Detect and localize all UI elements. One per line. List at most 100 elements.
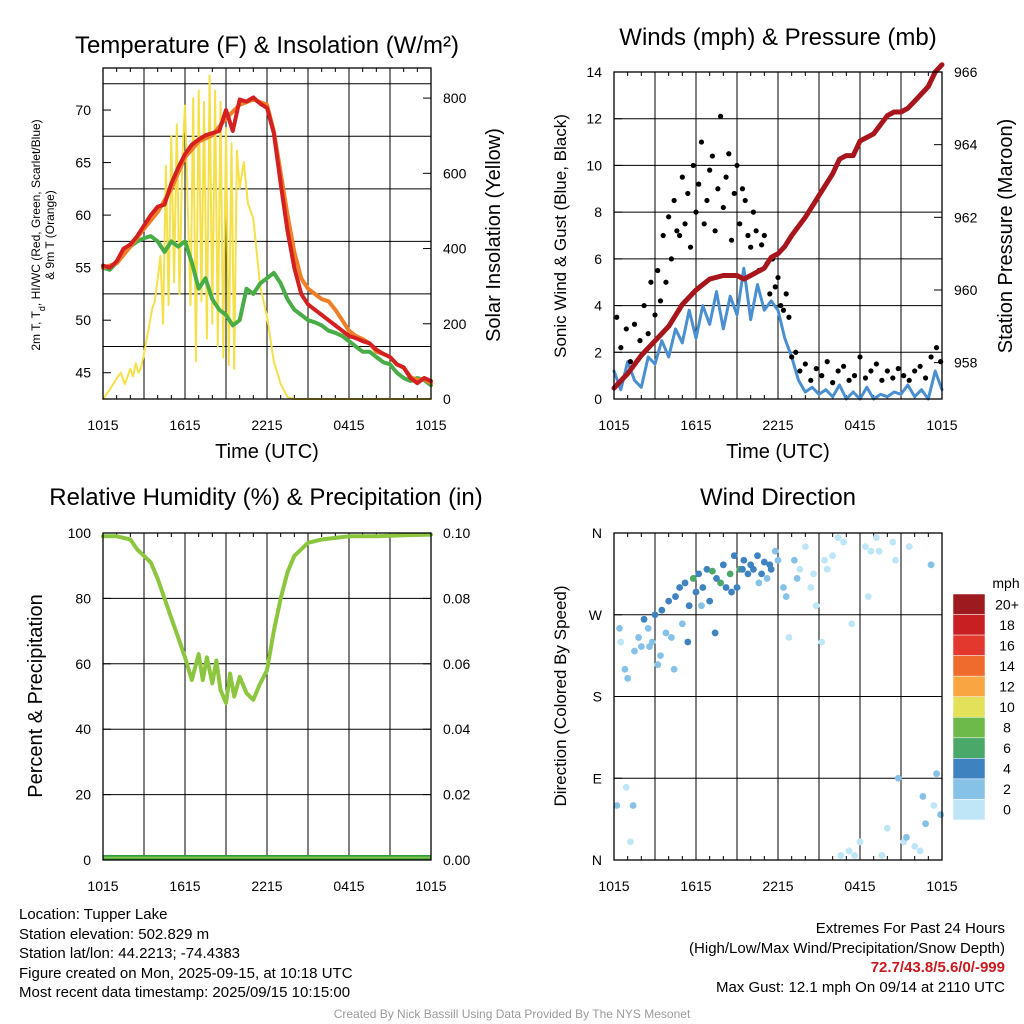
humidity-ylabel-left: Percent & Precipitation xyxy=(25,594,47,797)
direction-point xyxy=(771,547,779,555)
direction-point xyxy=(840,538,847,546)
winds-y2-tick-label: 960 xyxy=(954,282,978,298)
winds-plot-border xyxy=(613,71,943,400)
direction-point xyxy=(654,661,662,669)
direction-point xyxy=(713,575,720,582)
gust-point xyxy=(682,221,688,227)
humidity-y-tick-label: 40 xyxy=(75,721,91,737)
temperature-ylabel-left: 2m T, Td, HI/WC (Red, Green, Scarlet/Blu… xyxy=(29,119,57,350)
direction-point xyxy=(785,634,793,641)
direction-point xyxy=(750,565,757,573)
gust-point xyxy=(742,197,748,204)
temp-2m-line xyxy=(101,95,433,386)
gust-point xyxy=(723,174,729,180)
colorbar-label: 4 xyxy=(1003,761,1011,777)
direction-point xyxy=(665,597,673,605)
gust-point xyxy=(674,228,680,234)
temperature-x-tick-label: 1015 xyxy=(415,417,446,433)
direction-point xyxy=(919,793,927,800)
temperature-y2-tick-label: 400 xyxy=(443,241,467,257)
direction-point xyxy=(637,643,645,650)
direction-point xyxy=(834,534,842,541)
temperature-title: Temperature (F) & Insolation (W/m²) xyxy=(75,32,459,59)
humidity-y-tick-label: 20 xyxy=(75,787,91,803)
humidity-x-tick-label: 1015 xyxy=(415,878,446,894)
gust-point xyxy=(631,321,638,327)
gust-point xyxy=(698,139,705,145)
direction-point xyxy=(644,624,652,632)
direction-point xyxy=(791,556,798,564)
colorbar-label: 16 xyxy=(999,637,1015,653)
gust-point xyxy=(772,284,778,290)
direction-point xyxy=(703,565,711,573)
direction-point xyxy=(873,534,880,541)
temperature-ylabel-line1: 2m T, Td, HI/WC (Red, Green, Scarlet/Blu… xyxy=(29,119,47,350)
gust-point xyxy=(652,312,658,318)
colorbar-label: 20+ xyxy=(995,596,1019,612)
gust-point xyxy=(890,375,896,381)
temperature-x-tick-label: 2215 xyxy=(251,417,282,433)
direction-point xyxy=(774,556,782,564)
colorbar-swatch xyxy=(952,737,986,759)
winds-x-tick-label: 1015 xyxy=(926,417,957,433)
direction-point xyxy=(864,593,872,600)
speed-colorbar: 20+ 18 16 14 12 10 8 6 4 2 0 xyxy=(952,593,1019,821)
gust-point xyxy=(641,302,647,309)
winds-x-tick-label: 1015 xyxy=(598,417,629,433)
colorbar-swatch xyxy=(952,799,986,821)
temperature-x-tick-label: 1015 xyxy=(87,417,118,433)
winds-y-tick-label: 12 xyxy=(586,111,602,127)
direction-title: Wind Direction xyxy=(700,484,856,511)
direction-point xyxy=(657,652,664,660)
direction-point xyxy=(821,556,828,564)
direction-plot-border xyxy=(613,532,943,861)
gust-point xyxy=(759,242,765,248)
direction-point xyxy=(905,543,913,551)
temperature-x-tick-label: 1615 xyxy=(169,417,200,433)
direction-point xyxy=(728,588,735,596)
colorbar-swatch xyxy=(952,778,986,800)
direction-point xyxy=(837,852,845,859)
direction-x-tick-label: 1615 xyxy=(680,878,711,894)
gust-point xyxy=(737,221,743,227)
gust-point xyxy=(677,232,683,239)
winds-y2-tick-label: 962 xyxy=(954,209,978,225)
colorbar-swatch xyxy=(952,655,986,677)
direction-point xyxy=(616,624,623,632)
direction-point xyxy=(851,852,858,859)
gust-point xyxy=(720,204,726,211)
gust-point xyxy=(824,359,830,365)
temperature-y2-tick-label: 200 xyxy=(443,316,467,332)
gust-point xyxy=(728,237,735,243)
colorbar-swatch xyxy=(952,675,986,697)
colorbar-swatch xyxy=(952,758,986,780)
colorbar-swatch xyxy=(952,634,986,656)
gust-point xyxy=(879,377,885,383)
temperature-plot-border xyxy=(102,67,432,400)
gust-point xyxy=(775,274,781,281)
direction-point xyxy=(695,570,703,578)
gust-point xyxy=(618,345,624,351)
gust-point xyxy=(851,373,858,379)
direction-point xyxy=(922,820,929,828)
winds-y-tick-label: 10 xyxy=(586,157,602,173)
pressure-line xyxy=(611,62,945,391)
direction-point xyxy=(937,811,945,818)
gust-point xyxy=(917,363,923,369)
gust-point xyxy=(753,228,759,234)
direction-point xyxy=(867,547,875,555)
winds-x-tick-label: 0415 xyxy=(844,417,875,433)
gust-point xyxy=(645,331,651,337)
direction-point xyxy=(892,556,899,564)
humidity-y2-tick-label: 0.06 xyxy=(443,656,470,672)
humidity-plot-area: 1015 1615 2215 0415 1015 0 20 40 60 80 100 0.00 0.02… xyxy=(68,525,471,894)
gust-point xyxy=(648,279,654,285)
gust-point xyxy=(657,298,664,304)
direction-point xyxy=(629,802,637,809)
colorbar-label: 0 xyxy=(1003,802,1011,818)
direction-point xyxy=(916,847,924,855)
direction-ylabel-left: Direction (Colored By Speed) xyxy=(551,585,570,806)
gust-point xyxy=(623,326,629,332)
colorbar-label: 12 xyxy=(999,678,1015,694)
